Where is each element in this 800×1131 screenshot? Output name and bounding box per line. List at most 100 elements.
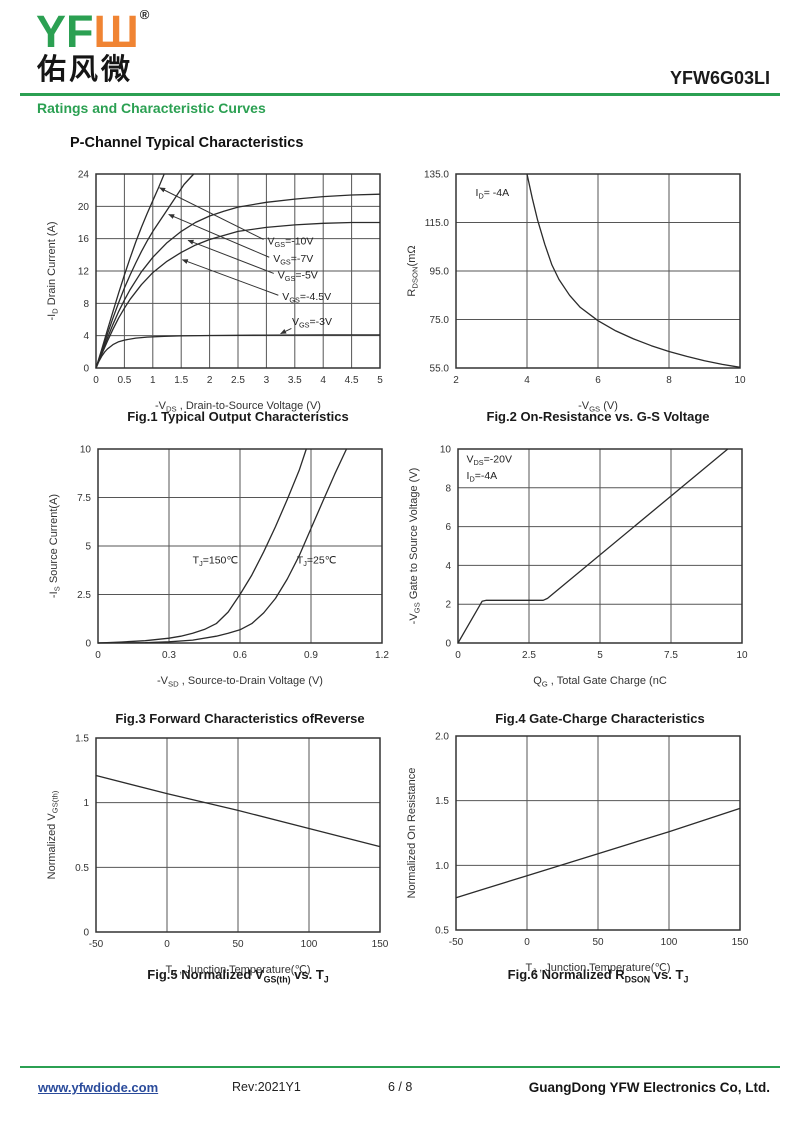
fig3-caption: Fig.3 Forward Characteristics ofReverse bbox=[115, 711, 365, 726]
fig1-caption: Fig.1 Typical Output Characteristics bbox=[127, 409, 349, 424]
x-axis-label: -VDS , Drain-to-Source Voltage (V) bbox=[155, 400, 321, 414]
x-tick-label: 0.5 bbox=[117, 375, 131, 386]
curve bbox=[526, 173, 741, 368]
annotation-label: TJ=150℃ bbox=[193, 554, 239, 567]
y-tick-label: 24 bbox=[78, 170, 90, 181]
x-axis-label: -VGS (V) bbox=[578, 400, 618, 414]
x-tick-label: 0.3 bbox=[162, 650, 176, 661]
annotation-label: VDS=-20V bbox=[467, 454, 512, 468]
x-tick-label: 0 bbox=[164, 939, 170, 950]
fig4-gate-charge-chart: 0 2.5 5 7.5 10 0 2 4 6 8 10 VDS=-20V ID=-4A QG , Tota… bbox=[408, 445, 748, 689]
curve bbox=[95, 173, 165, 369]
curve bbox=[95, 221, 380, 369]
company-logo: YFШ® bbox=[36, 8, 149, 54]
y-axis-label: -ID Drain Current (A) bbox=[46, 221, 60, 320]
x-tick-label: 0 bbox=[455, 650, 461, 661]
y-tick-label: 1.0 bbox=[435, 861, 449, 872]
website-link[interactable]: www.yfwdiode.com bbox=[38, 1080, 159, 1095]
y-tick-label: 4 bbox=[83, 331, 89, 342]
registered-trademark-icon: ® bbox=[139, 7, 150, 22]
plot-border bbox=[455, 735, 741, 931]
curve bbox=[455, 807, 741, 899]
page-heading: P-Channel Typical Characteristics bbox=[70, 135, 304, 151]
y-tick-label: 135.0 bbox=[424, 170, 449, 181]
x-tick-label: 1.5 bbox=[174, 375, 188, 386]
y-tick-label: 0 bbox=[445, 639, 451, 650]
x-tick-label: 10 bbox=[734, 375, 746, 386]
x-tick-label: 50 bbox=[232, 939, 244, 950]
x-tick-label: 6 bbox=[595, 375, 601, 386]
x-tick-label: 150 bbox=[732, 937, 749, 948]
x-tick-label: 0.9 bbox=[304, 650, 318, 661]
x-tick-label: 100 bbox=[301, 939, 318, 950]
y-tick-label: 8 bbox=[83, 299, 89, 310]
plot-border bbox=[457, 448, 743, 644]
annotation-label: VGS=-4.5V bbox=[282, 291, 331, 305]
revision-label: Rev:2021Y1 bbox=[232, 1080, 301, 1094]
x-tick-label: 5 bbox=[597, 650, 603, 661]
footer-divider bbox=[20, 1066, 780, 1068]
annotation-label: VGS=-7V bbox=[273, 253, 313, 267]
x-axis-label: TJ , Junction Temperature(℃) bbox=[525, 962, 670, 976]
y-tick-label: 20 bbox=[78, 202, 90, 213]
annotation-label: TJ=25℃ bbox=[297, 554, 337, 567]
y-tick-label: 10 bbox=[80, 445, 92, 456]
y-tick-label: 1 bbox=[83, 798, 89, 809]
leader-arrow bbox=[168, 213, 270, 258]
x-tick-label: 50 bbox=[592, 937, 604, 948]
x-tick-label: 2 bbox=[453, 375, 459, 386]
plot-border bbox=[97, 448, 383, 644]
y-tick-label: 16 bbox=[78, 234, 90, 245]
y-tick-label: 95.0 bbox=[430, 267, 450, 278]
fig6-caption: Fig.6 Normalized RDSON vs. TJ bbox=[507, 967, 689, 985]
curve bbox=[95, 774, 381, 848]
fig3-forward-characteristics-chart: 0 0.3 0.6 0.9 1.2 0 2.5 5 7.5 10 TJ=150℃ TJ=25℃ -VSD… bbox=[48, 445, 389, 689]
annotation-label: VGS=-5V bbox=[278, 269, 318, 283]
y-tick-label: 8 bbox=[445, 483, 451, 494]
x-tick-label: 0.6 bbox=[233, 650, 247, 661]
curve bbox=[95, 173, 195, 369]
section-title: Ratings and Characteristic Curves bbox=[37, 100, 266, 116]
leader-arrow bbox=[187, 239, 274, 274]
y-tick-label: 2.0 bbox=[435, 732, 449, 743]
y-axis-label: Normalized On Resistance bbox=[406, 768, 418, 899]
logo-yf-text: YF bbox=[36, 6, 94, 57]
x-axis-label: TJ , Junction Temperature(℃) bbox=[165, 964, 310, 978]
x-tick-label: 10 bbox=[736, 650, 748, 661]
annotation-label: ID= -4A bbox=[476, 187, 510, 201]
fig4-caption: Fig.4 Gate-Charge Characteristics bbox=[495, 711, 705, 726]
y-axis-label: RDSON(mΩ bbox=[406, 245, 420, 296]
x-tick-label: -50 bbox=[449, 937, 464, 948]
logo-w-glyph: Ш bbox=[93, 6, 139, 57]
leader-arrow bbox=[159, 187, 264, 240]
y-tick-label: 7.5 bbox=[77, 493, 91, 504]
x-axis-label: QG , Total Gate Charge (nC bbox=[533, 675, 667, 689]
x-tick-label: 0 bbox=[93, 375, 99, 386]
curve bbox=[97, 448, 348, 644]
x-tick-label: 0 bbox=[524, 937, 530, 948]
y-tick-label: 0 bbox=[83, 364, 89, 375]
x-tick-label: 2.5 bbox=[231, 375, 245, 386]
page-indicator: 6 / 8 bbox=[388, 1080, 413, 1094]
y-axis-label: -VGS Gate to Source Voltage (V) bbox=[408, 468, 422, 625]
y-tick-label: 1.5 bbox=[75, 734, 89, 745]
y-tick-label: 115.0 bbox=[425, 218, 450, 229]
x-tick-label: 8 bbox=[666, 375, 672, 386]
leader-arrow bbox=[280, 327, 292, 335]
y-tick-label: 0.5 bbox=[435, 926, 449, 937]
curve bbox=[95, 334, 380, 369]
annotation-label: VGS=-3V bbox=[292, 316, 332, 330]
header-divider bbox=[20, 93, 780, 96]
y-tick-label: 0.5 bbox=[75, 863, 89, 874]
part-number: YFW6G03LI bbox=[669, 68, 770, 88]
curve bbox=[95, 193, 381, 369]
annotation-label: VGS=-10V bbox=[268, 235, 314, 249]
curve bbox=[97, 448, 307, 644]
x-tick-label: -50 bbox=[89, 939, 104, 950]
y-tick-label: 4 bbox=[445, 561, 451, 572]
logo-chinese-name: 佑风微 bbox=[37, 52, 134, 86]
fig1-output-characteristics-chart: 0 0.5 1 1.5 2 2.5 3 3.5 4 4.5 5 0 4 8 12 16 20 24 VGS=-10V… bbox=[46, 170, 383, 414]
plot-border bbox=[455, 173, 741, 369]
x-tick-label: 4 bbox=[320, 375, 326, 386]
x-tick-label: 7.5 bbox=[664, 650, 678, 661]
